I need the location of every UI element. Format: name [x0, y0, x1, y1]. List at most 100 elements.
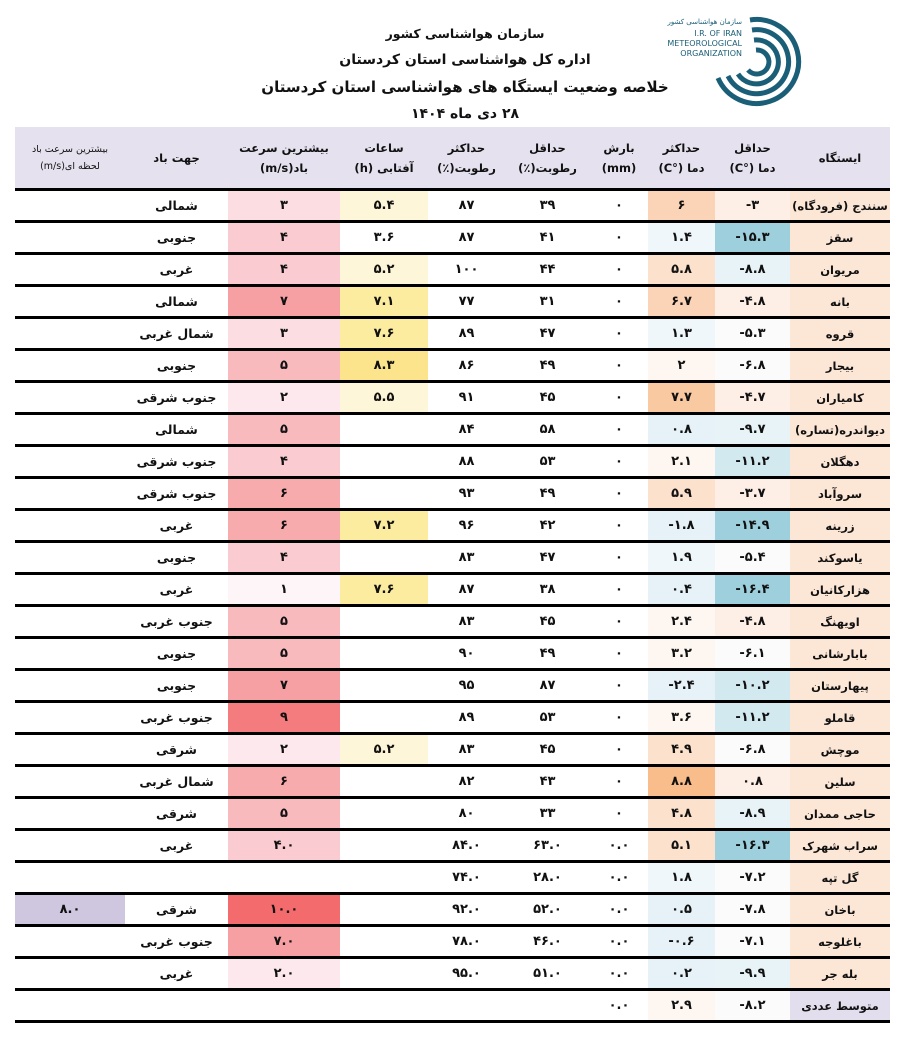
max-humidity-cell	[428, 989, 505, 1023]
max-humidity-cell: ۹۳	[428, 477, 505, 511]
min-temp-cell: -۶.۸	[715, 733, 790, 767]
gust-speed-cell	[15, 189, 125, 223]
wind-direction-cell: غربی	[125, 253, 228, 287]
table-row: بابارشانی -۶.۱ ۳.۲ ۰ ۴۹ ۹۰ ۵ جنوبی	[15, 637, 890, 671]
precipitation-cell: ۰	[590, 509, 648, 543]
station-name-cell: بیجار	[790, 349, 890, 383]
col-label: حداکثر	[447, 140, 486, 155]
wind-direction-cell: شرقی	[125, 797, 228, 831]
precipitation-cell: ۰	[590, 733, 648, 767]
max-wind-speed-cell: ۴	[228, 221, 340, 255]
max-humidity-cell: ۸۳	[428, 605, 505, 639]
wind-direction-cell: جنوبی	[125, 637, 228, 671]
max-wind-speed-cell: ۶	[228, 765, 340, 799]
max-temp-cell: ۲	[648, 349, 715, 383]
max-wind-speed-cell: ۶	[228, 509, 340, 543]
max-wind-speed-cell: ۲	[228, 381, 340, 415]
sunshine-hours-cell: ۵.۲	[340, 253, 428, 287]
station-name-cell: متوسط عددی	[790, 989, 890, 1023]
gust-speed-cell	[15, 541, 125, 575]
max-humidity-cell: ۸۹	[428, 701, 505, 735]
min-temp-cell: -۱۰.۲	[715, 669, 790, 703]
min-temp-cell: -۹.۷	[715, 413, 790, 447]
min-temp-cell: -۴.۸	[715, 605, 790, 639]
wind-direction-cell: غربی	[125, 573, 228, 607]
station-name-cell: موچش	[790, 733, 890, 767]
max-temp-cell: ۶	[648, 189, 715, 223]
sunshine-hours-cell: ۵.۲	[340, 733, 428, 767]
station-name-cell: سروآباد	[790, 477, 890, 511]
max-wind-speed-cell: ۳	[228, 317, 340, 351]
min-temp-cell: -۳.۷	[715, 477, 790, 511]
precipitation-cell: ۰.۰	[590, 957, 648, 991]
gust-speed-cell	[15, 733, 125, 767]
max-temp-cell: ۲.۹	[648, 989, 715, 1023]
max-humidity-cell: ۹۵	[428, 669, 505, 703]
table-row: بله جر -۹.۹ ۰.۲ ۰.۰ ۵۱.۰ ۹۵.۰ ۲.۰ غربی	[15, 957, 890, 991]
precipitation-cell: ۰.۰	[590, 893, 648, 927]
station-name-cell: سقز	[790, 221, 890, 255]
min-temp-cell: -۴.۷	[715, 381, 790, 415]
gust-speed-cell	[15, 413, 125, 447]
max-temp-cell: -۱.۸	[648, 509, 715, 543]
max-wind-speed-cell: ۵	[228, 349, 340, 383]
max-wind-speed-cell: ۱	[228, 573, 340, 607]
min-humidity-cell: ۴۷	[505, 317, 590, 351]
precipitation-cell: ۰	[590, 253, 648, 287]
table-header-row: ایستگاه حداقل دما (°C) حداکثر دما (°C) بار…	[15, 127, 890, 191]
max-humidity-cell: ۸۳	[428, 541, 505, 575]
wind-direction-cell: شمالی	[125, 413, 228, 447]
sunshine-hours-cell	[340, 989, 428, 1023]
department-name: اداره کل هواشناسی استان کردستان	[339, 52, 591, 68]
max-wind-speed-cell: ۷	[228, 285, 340, 319]
station-name-cell: پیهارستان	[790, 669, 890, 703]
station-name-cell: بله جر	[790, 957, 890, 991]
col-sunshine: ساعات آفتابی (h)	[340, 127, 428, 191]
max-temp-cell: ۵.۱	[648, 829, 715, 863]
min-temp-cell: -۵.۳	[715, 317, 790, 351]
min-humidity-cell: ۳۳	[505, 797, 590, 831]
sunshine-hours-cell	[340, 605, 428, 639]
min-humidity-cell: ۴۵	[505, 605, 590, 639]
gust-speed-cell	[15, 989, 125, 1023]
col-label: بارش	[603, 140, 635, 155]
meteorological-organization-logo: سازمان هواشناسی کشور I.R. OF IRAN METEOR…	[667, 16, 802, 106]
precipitation-cell: ۰.۰	[590, 829, 648, 863]
station-name-cell: مریوان	[790, 253, 890, 287]
table-row: حاجی ممدان -۸.۹ ۴.۸ ۰ ۳۳ ۸۰ ۵ شرقی	[15, 797, 890, 831]
col-label: جهت باد	[153, 150, 200, 165]
max-humidity-cell: ۸۳	[428, 733, 505, 767]
station-name-cell: باغلوجه	[790, 925, 890, 959]
table-row: قروه -۵.۳ ۱.۳ ۰ ۴۷ ۸۹ ۷.۶ ۳ شمال غربی	[15, 317, 890, 351]
max-temp-cell: -۰.۶	[648, 925, 715, 959]
wind-direction-cell: غربی	[125, 509, 228, 543]
max-temp-cell: ۱.۴	[648, 221, 715, 255]
gust-speed-cell	[15, 317, 125, 351]
max-wind-speed-cell: ۴	[228, 541, 340, 575]
col-label: بیشترین سرعت	[239, 140, 329, 155]
table-row: سلین ۰.۸ ۸.۸ ۰ ۴۳ ۸۲ ۶ شمال غربی	[15, 765, 890, 799]
station-name-cell: بابارشانی	[790, 637, 890, 671]
precipitation-cell: ۰	[590, 317, 648, 351]
table-row: سراب شهرک -۱۶.۳ ۵.۱ ۰.۰ ۶۳.۰ ۸۴.۰ ۴.۰ غربی	[15, 829, 890, 863]
min-temp-cell: ۰.۸	[715, 765, 790, 799]
max-humidity-cell: ۸۴	[428, 413, 505, 447]
gust-speed-cell	[15, 797, 125, 831]
gust-speed-cell	[15, 861, 125, 895]
wind-direction-cell: شرقی	[125, 733, 228, 767]
min-humidity-cell: ۴۵	[505, 733, 590, 767]
table-row: گل تپه -۷.۲ ۱.۸ ۰.۰ ۲۸.۰ ۷۴.۰	[15, 861, 890, 895]
sunshine-hours-cell	[340, 413, 428, 447]
col-label: ایستگاه	[818, 150, 862, 165]
min-humidity-cell: ۳۱	[505, 285, 590, 319]
sunshine-hours-cell: ۷.۶	[340, 573, 428, 607]
station-name-cell: قروه	[790, 317, 890, 351]
wind-direction-cell: شمال غربی	[125, 317, 228, 351]
wind-direction-cell: جنوب غربی	[125, 925, 228, 959]
wind-direction-cell: غربی	[125, 957, 228, 991]
station-name-cell: دهگلان	[790, 445, 890, 479]
min-humidity-cell: ۴۹	[505, 637, 590, 671]
max-wind-speed-cell: ۳	[228, 189, 340, 223]
gust-speed-cell	[15, 669, 125, 703]
table-row: دهگلان -۱۱.۲ ۲.۱ ۰ ۵۳ ۸۸ ۴ جنوب شرقی	[15, 445, 890, 479]
